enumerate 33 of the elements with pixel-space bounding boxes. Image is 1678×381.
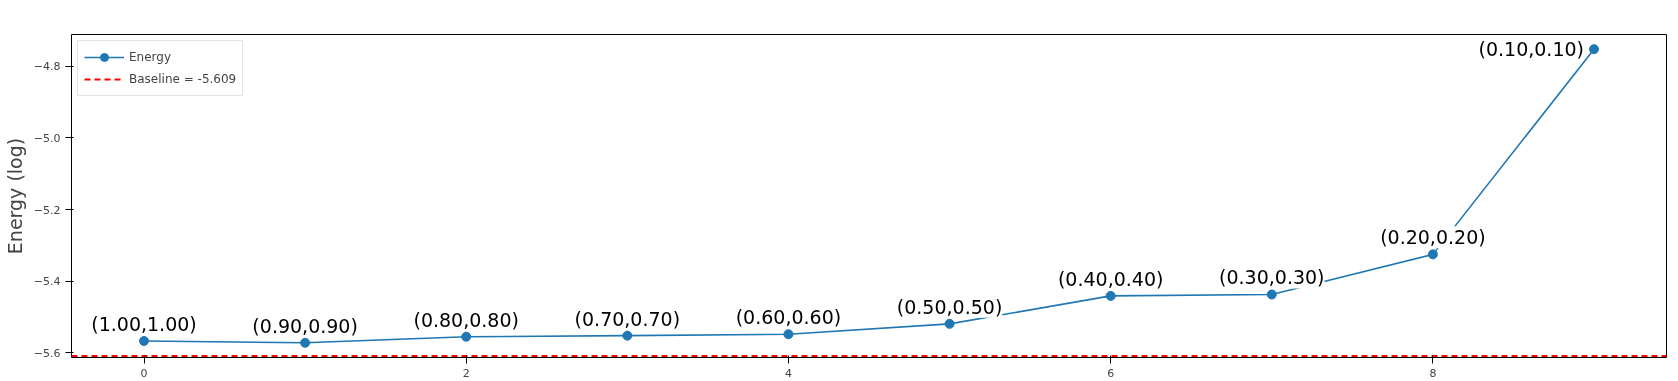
point [1105, 290, 1116, 301]
annotation: (0.70,0.70) [574, 307, 681, 330]
annotation: (0.90,0.90) [252, 314, 358, 337]
point [783, 329, 794, 340]
point [300, 337, 311, 348]
annotation: (0.80,0.80) [413, 308, 519, 331]
point [139, 336, 149, 347]
x-tick-label: 4 [784, 366, 792, 380]
legend-label: Energy [129, 50, 172, 64]
y-tick-label: −5.6 [33, 346, 61, 360]
y-axis-title: Energy (log) [3, 137, 26, 255]
annotation: (0.60,0.60) [735, 306, 842, 329]
y-tick-label: −5.0 [33, 131, 61, 145]
point [1427, 249, 1438, 260]
point [461, 331, 472, 342]
point [1266, 289, 1277, 300]
point [944, 318, 955, 329]
point [622, 330, 633, 341]
annotation: (0.50,0.50) [896, 295, 1003, 318]
y-tick-label: −5.2 [33, 203, 61, 217]
y-tick-label: −5.4 [33, 275, 61, 289]
x-tick-label: 0 [140, 366, 148, 380]
x-tick-label: 8 [1429, 366, 1437, 380]
annotation: (0.30,0.30) [1219, 266, 1325, 289]
y-tick-label: −4.8 [33, 60, 61, 74]
point [1589, 44, 1599, 55]
annotation: (1.00,1.00) [91, 313, 197, 336]
annotation: (0.40,0.40) [1057, 267, 1164, 290]
annotation: (0.10,0.10) [1478, 38, 1585, 61]
x-tick-label: 6 [1107, 366, 1115, 380]
annotation: (0.20,0.20) [1380, 226, 1486, 249]
x-tick-label: 2 [462, 366, 470, 380]
legend-label: Baseline = -5.609 [129, 72, 237, 86]
